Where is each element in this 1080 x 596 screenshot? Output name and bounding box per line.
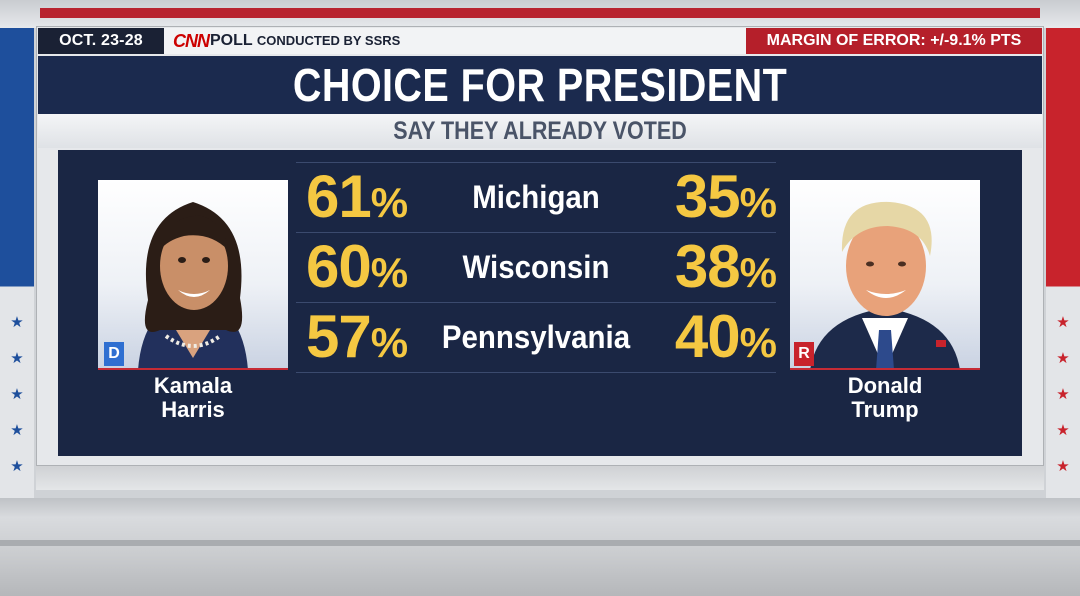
harris-percent: 61%: [306, 163, 408, 230]
left-side-panel: [0, 28, 34, 498]
table-row: 60% Wisconsin 38%: [296, 232, 777, 302]
trump-percent: 38%: [674, 233, 777, 300]
state-name: Michigan: [472, 179, 600, 215]
trump-portrait: [790, 180, 980, 370]
star-icon: ★: [10, 457, 24, 475]
results-table: 61% Michigan 35% 60% Wisconsin 38% 57% P…: [296, 162, 777, 373]
table-row: 61% Michigan 35%: [296, 162, 777, 232]
star-icon: ★: [10, 349, 24, 367]
row-divider: [296, 232, 776, 233]
row-divider: [296, 302, 776, 303]
harris-portrait-underline: [98, 368, 288, 370]
democrat-badge: D: [104, 342, 124, 366]
star-icon: ★: [1056, 457, 1070, 475]
cnn-logo: CNN: [173, 31, 210, 51]
state-name: Wisconsin: [462, 249, 610, 285]
margin-of-error: MARGIN OF ERROR: +/-9.1% PTS: [746, 28, 1042, 54]
star-icon: ★: [1056, 313, 1070, 331]
harris-portrait: [98, 180, 288, 370]
row-divider: [296, 372, 776, 373]
star-icon: ★: [1056, 385, 1070, 403]
trump-last-name: Trump: [851, 397, 919, 422]
harris-percent: 60%: [306, 233, 408, 300]
right-star-column: ★ ★ ★ ★ ★: [1046, 312, 1080, 476]
row-divider: [296, 162, 776, 163]
poll-label: POLL: [210, 32, 253, 49]
harris-first-name: Kamala: [153, 373, 233, 398]
page-subtitle: SAY THEY ALREADY VOTED: [393, 117, 687, 145]
harris-name: Kamala Harris: [98, 374, 288, 422]
star-icon: ★: [1056, 421, 1070, 439]
poll-date: OCT. 23-28: [38, 28, 164, 54]
results-panel: D Kamala Harris 61% Michigan 35% 60% Wis…: [58, 150, 1022, 456]
state-name: Pennsylvania: [441, 319, 631, 355]
trump-portrait-underline: [790, 368, 980, 370]
studio-floor: [0, 498, 1080, 596]
poll-source: POLL CONDUCTED BY SSRS: [210, 28, 400, 54]
star-icon: ★: [10, 421, 24, 439]
harris-percent: 57%: [306, 303, 408, 370]
decorative-red-bar: [40, 8, 1040, 18]
title-bar: CHOICE FOR PRESIDENT: [38, 56, 1042, 114]
trump-first-name: Donald: [847, 373, 923, 398]
trump-percent: 35%: [674, 163, 777, 230]
poll-info-strip: OCT. 23-28 CNN POLL CONDUCTED BY SSRS MA…: [38, 28, 1042, 54]
trump-name: Donald Trump: [790, 374, 980, 422]
table-row: 57% Pennsylvania 40%: [296, 302, 777, 372]
subtitle-bar: SAY THEY ALREADY VOTED: [38, 114, 1042, 148]
star-icon: ★: [10, 313, 24, 331]
frame-base: [36, 466, 1044, 490]
harris-last-name: Harris: [161, 397, 225, 422]
republican-badge: R: [794, 342, 814, 366]
studio-floor-band: [0, 540, 1080, 546]
conducted-by-label: CONDUCTED BY SSRS: [256, 33, 401, 48]
page-title: CHOICE FOR PRESIDENT: [292, 59, 788, 111]
left-star-column: ★ ★ ★ ★ ★: [0, 312, 34, 476]
star-icon: ★: [10, 385, 24, 403]
star-icon: ★: [1056, 349, 1070, 367]
trump-percent: 40%: [674, 303, 777, 370]
right-side-panel: [1046, 28, 1080, 498]
